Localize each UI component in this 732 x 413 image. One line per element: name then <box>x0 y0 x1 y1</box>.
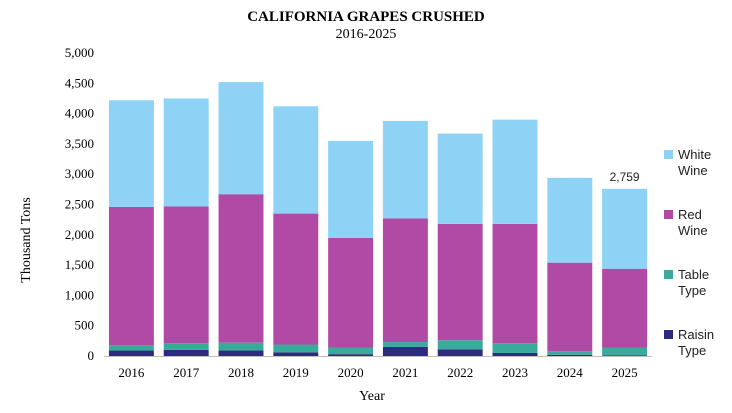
bar-raisin-type-2020 <box>328 354 374 356</box>
bar-red-wine-2022 <box>437 223 483 341</box>
bar-raisin-type-2021 <box>382 346 428 356</box>
bar-table-type-2019 <box>273 344 319 353</box>
legend-swatch-red-wine <box>664 210 673 219</box>
legend-label-red-wine: Red Wine <box>678 207 708 238</box>
bars-group <box>108 82 648 356</box>
legend-label-white-wine: White Wine <box>678 147 711 178</box>
bar-red-wine-2021 <box>382 218 428 343</box>
annotations: 2,759 <box>610 170 640 184</box>
x-tick-label-2017: 2017 <box>173 365 200 380</box>
x-axis-label: Year <box>359 389 385 404</box>
bar-white-wine-2017 <box>163 98 209 207</box>
y-tick-label: 3,500 <box>65 136 94 151</box>
total-label-2025: 2,759 <box>610 170 640 184</box>
y-tick-label: 4,000 <box>65 106 94 121</box>
bar-raisin-type-2025 <box>602 355 648 356</box>
bar-table-type-2022 <box>437 340 483 350</box>
x-tick-label-2016: 2016 <box>118 365 145 380</box>
bar-table-type-2018 <box>218 342 264 351</box>
y-tick-label: 3,000 <box>65 166 94 181</box>
y-tick-label: 5,000 <box>65 45 94 60</box>
bar-table-type-2025 <box>602 347 648 356</box>
bar-raisin-type-2023 <box>492 352 538 356</box>
y-tick-label: 1,000 <box>65 287 94 302</box>
y-axis-ticks: 0 500 1,000 1,500 2,000 2,500 3,000 3,500 4,000 4… <box>65 45 94 363</box>
bar-red-wine-2025 <box>602 268 648 348</box>
bar-raisin-type-2018 <box>218 350 264 356</box>
bar-white-wine-2019 <box>273 106 319 214</box>
bar-raisin-type-2022 <box>437 349 483 356</box>
bar-raisin-type-2016 <box>108 350 154 356</box>
bar-table-type-2023 <box>492 343 538 353</box>
y-tick-label: 4,500 <box>65 75 94 90</box>
bar-red-wine-2016 <box>108 206 154 346</box>
y-tick-label: 0 <box>88 348 95 363</box>
x-tick-label-2019: 2019 <box>283 365 309 380</box>
legend-label-table-type: Table Type <box>678 267 709 298</box>
bar-raisin-type-2019 <box>273 352 319 356</box>
bar-table-type-2020 <box>328 347 374 355</box>
bar-white-wine-2020 <box>328 140 374 238</box>
bar-table-type-2016 <box>108 345 154 351</box>
bar-table-type-2021 <box>382 342 428 347</box>
bar-red-wine-2023 <box>492 223 538 344</box>
bar-raisin-type-2017 <box>163 349 209 356</box>
bar-white-wine-2023 <box>492 119 538 224</box>
x-tick-label-2020: 2020 <box>338 365 364 380</box>
legend-swatch-raisin-type <box>664 330 673 339</box>
bar-red-wine-2024 <box>547 262 593 352</box>
bar-red-wine-2018 <box>218 194 264 343</box>
y-axis-label: Thousand Tons <box>19 197 34 282</box>
legend-swatch-white-wine <box>664 150 673 159</box>
legend: White Wine Red Wine Table Type Raisin Type <box>664 147 714 358</box>
x-tick-label-2025: 2025 <box>612 365 638 380</box>
legend-label-raisin-type: Raisin Type <box>678 327 714 358</box>
y-tick-label: 1,500 <box>65 257 94 272</box>
bar-raisin-type-2024 <box>547 354 593 356</box>
y-tick-label: 500 <box>75 318 95 333</box>
bar-white-wine-2018 <box>218 82 264 195</box>
bar-red-wine-2020 <box>328 237 374 348</box>
bar-white-wine-2021 <box>382 120 428 219</box>
x-tick-label-2024: 2024 <box>557 365 584 380</box>
chart-title: CALIFORNIA GRAPES CRUSHED <box>247 9 485 25</box>
bar-white-wine-2016 <box>108 100 154 207</box>
chart-subtitle: 2016-2025 <box>336 27 397 42</box>
bar-white-wine-2025 <box>602 188 648 269</box>
bar-red-wine-2019 <box>273 213 319 345</box>
bar-white-wine-2022 <box>437 133 483 224</box>
bar-table-type-2024 <box>547 351 593 355</box>
x-tick-label-2022: 2022 <box>447 365 473 380</box>
bar-white-wine-2024 <box>547 177 593 263</box>
x-axis-ticks: 2016 2017 2018 2019 2020 2021 2022 2023 2024 2025 <box>118 365 637 380</box>
legend-swatch-table-type <box>664 270 673 279</box>
x-tick-label-2021: 2021 <box>392 365 418 380</box>
y-tick-label: 2,000 <box>65 227 94 242</box>
x-tick-label-2018: 2018 <box>228 365 254 380</box>
bar-table-type-2017 <box>163 343 209 350</box>
y-tick-label: 2,500 <box>65 197 94 212</box>
x-tick-label-2023: 2023 <box>502 365 528 380</box>
bar-red-wine-2017 <box>163 206 209 344</box>
